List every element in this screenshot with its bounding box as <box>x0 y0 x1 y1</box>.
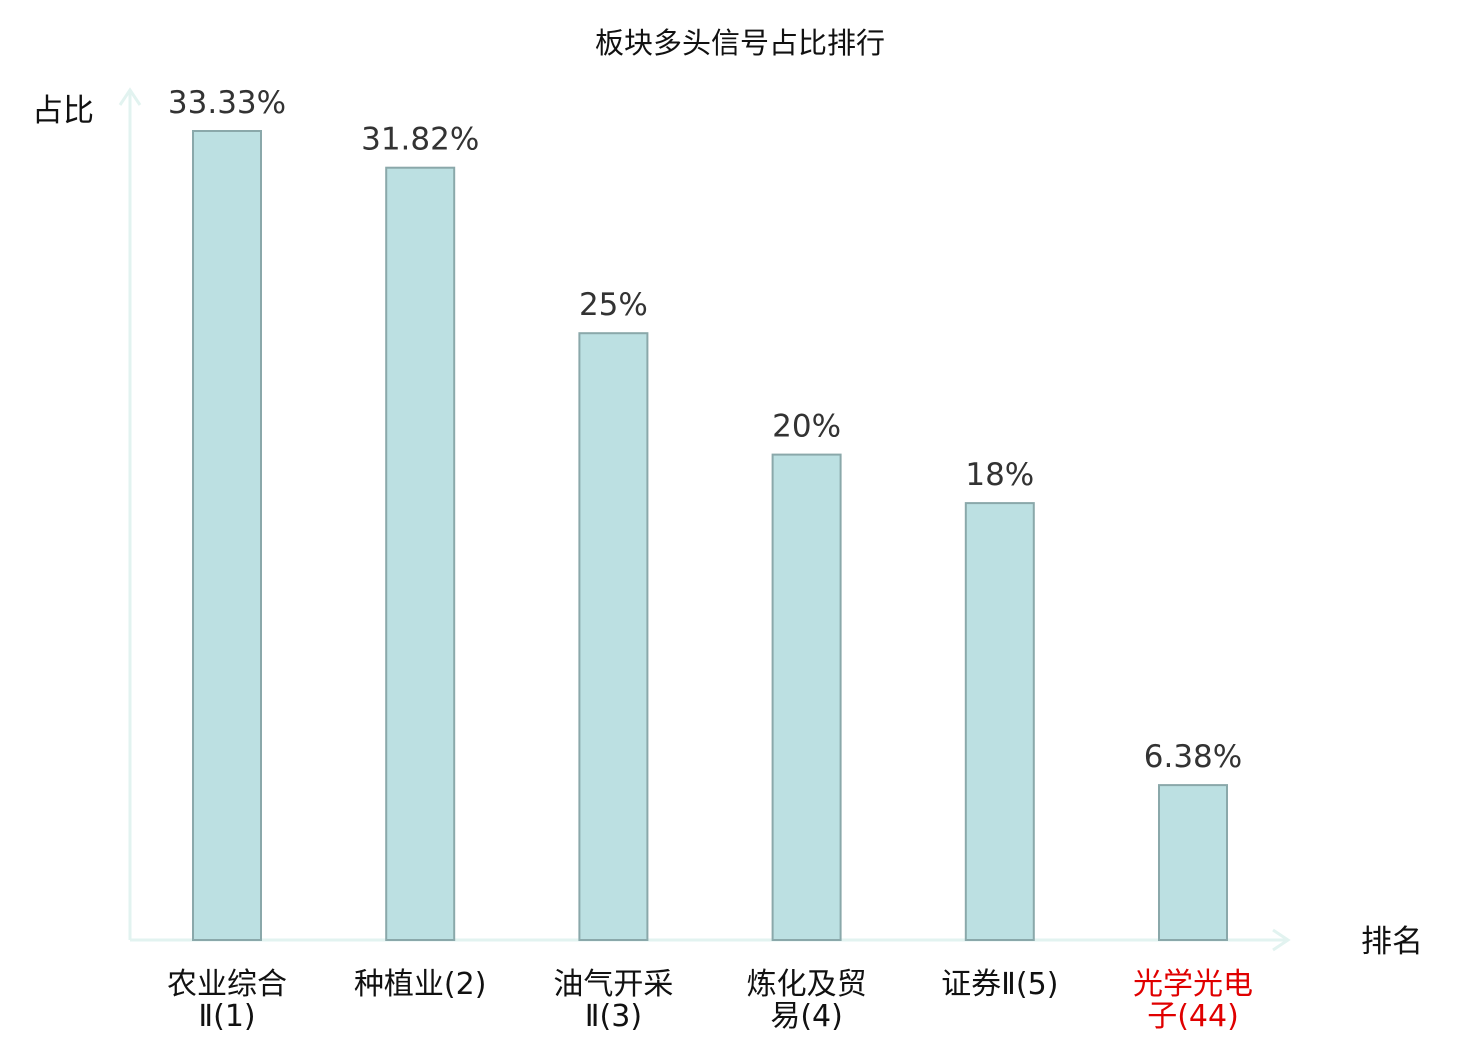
bar-3 <box>578 332 649 941</box>
y-axis-arrow <box>118 87 142 106</box>
category-label-4-line-1: 炼化及贸 <box>747 967 867 1002</box>
category-label-1-line-1: 农业综合 <box>167 967 287 1002</box>
value-label-2: 31.82% <box>361 122 479 158</box>
category-label-3-line-2: Ⅱ(3) <box>585 999 642 1034</box>
bar-5 <box>964 502 1035 941</box>
category-label-6-line-1: 光学光电 <box>1133 967 1253 1002</box>
value-label-3: 25% <box>579 287 648 323</box>
value-label-5: 18% <box>965 457 1034 493</box>
x-axis-arrow <box>1272 928 1291 952</box>
value-label-4: 20% <box>772 409 841 445</box>
bar-1 <box>192 130 262 941</box>
x-axis-label: 排名 <box>1361 924 1423 960</box>
value-label-6: 6.38% <box>1144 739 1242 775</box>
category-label-1-line-2: Ⅱ(1) <box>198 999 255 1034</box>
category-label-3-line-1: 油气开采 <box>553 967 673 1002</box>
bars <box>192 130 1228 941</box>
category-label-4-line-2: 易(4) <box>770 999 843 1034</box>
category-label-5-line-1: 证券Ⅱ(5) <box>941 967 1058 1002</box>
chart-title: 板块多头信号占比排行 <box>595 26 885 60</box>
bar-6 <box>1158 784 1228 941</box>
category-label-2-line-1: 种植业(2) <box>354 967 487 1002</box>
y-axis-label: 占比 <box>32 93 94 129</box>
value-label-1: 33.33% <box>168 85 286 121</box>
bar-2 <box>385 166 456 941</box>
bar-4 <box>771 453 842 941</box>
value-labels: 33.33% 31.82% 25% 20% 18% 6.38% <box>168 85 1242 775</box>
category-label-6-line-2: 子(44) <box>1147 999 1239 1034</box>
axes <box>118 87 1291 952</box>
